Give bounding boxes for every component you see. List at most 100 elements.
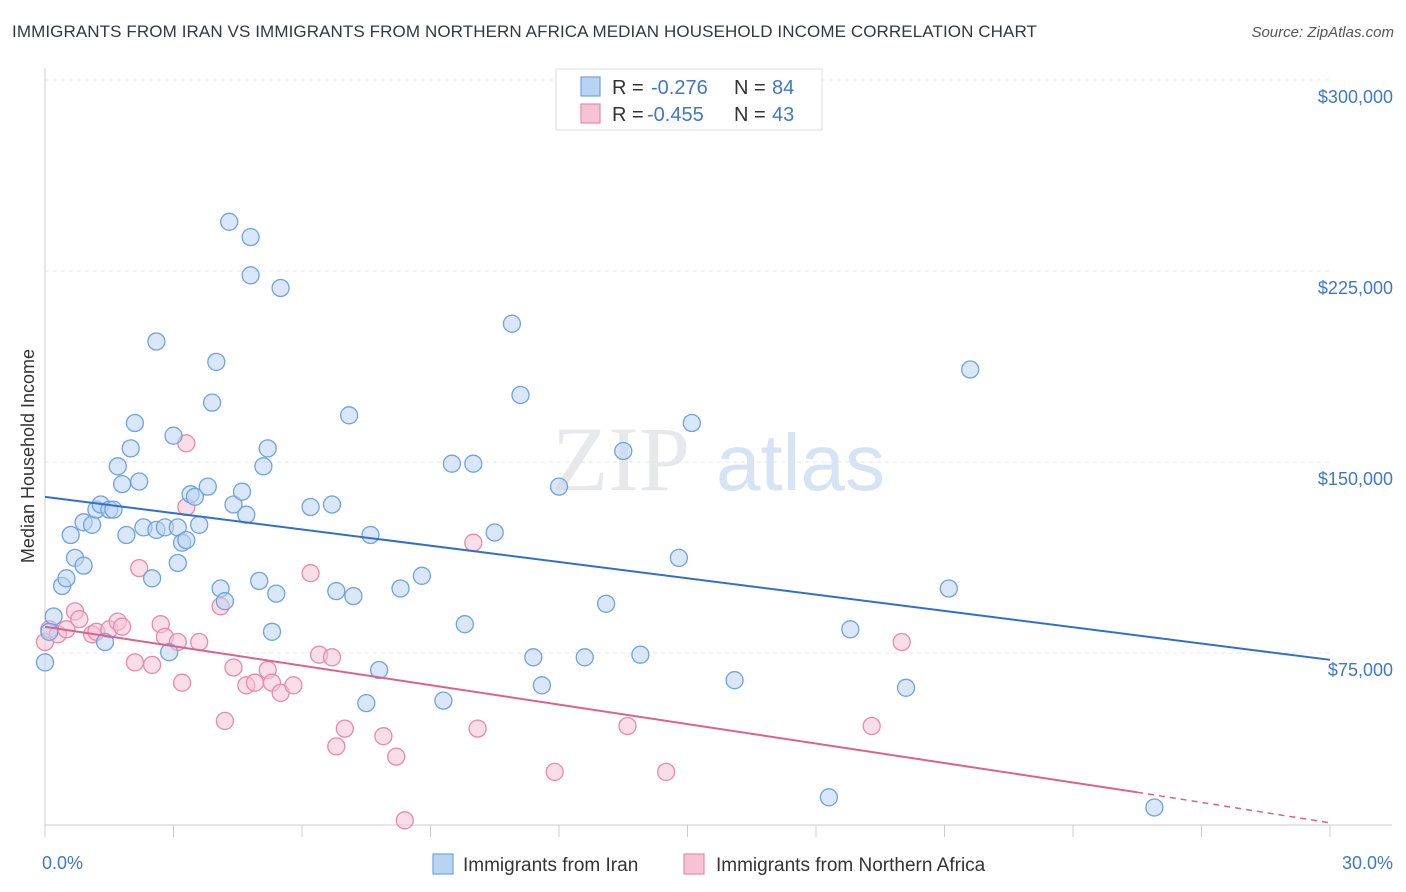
legend-iran-n-label: N = <box>734 77 766 99</box>
legend-swatch-iran <box>580 76 601 97</box>
x-tick-label-0: 0.0% <box>42 853 83 873</box>
iran-point-65 <box>464 454 483 473</box>
iran-point-46 <box>250 571 269 591</box>
y-tick-label-1: $150,000 <box>1318 469 1393 489</box>
iran-point-16 <box>112 474 132 494</box>
iran-point-60 <box>391 579 410 598</box>
iran-point-39 <box>215 592 235 611</box>
northern-africa-point-5 <box>70 609 89 629</box>
legend-iran-r-label: R = <box>612 77 644 99</box>
northern-africa-point-43 <box>862 716 881 736</box>
iran-point-67 <box>502 314 522 333</box>
iran-point-35 <box>198 477 217 496</box>
iran-point-17 <box>117 525 136 545</box>
iran-point-79 <box>841 620 860 639</box>
northern-africa-point-20 <box>190 632 209 652</box>
iran-point-68 <box>511 385 530 405</box>
iran-point-26 <box>160 643 179 662</box>
iran-point-34 <box>190 515 209 534</box>
iran-point-0 <box>44 607 63 626</box>
iran-point-77 <box>682 413 701 433</box>
legend-iran-r-value: -0.276 <box>651 77 708 99</box>
northern-africa-point-39 <box>468 719 487 738</box>
iran-point-74 <box>614 441 633 461</box>
y-tick-label-3: $300,000 <box>1318 87 1393 107</box>
iran-point-23 <box>147 332 166 351</box>
y-tick-label-0: $75,000 <box>1328 660 1393 680</box>
legend-bottom-swatch-northern-africa <box>683 853 705 875</box>
source-label: Source: ZipAtlas.com <box>1251 24 1394 41</box>
legend-bottom: Immigrants from Iran Immigrants from Nor… <box>432 853 986 876</box>
northern-africa-point-13 <box>142 655 162 675</box>
iran-point-76 <box>669 548 689 568</box>
series-northern-africa-points <box>35 434 911 830</box>
iran-point-66 <box>485 523 504 542</box>
northern-africa-point-37 <box>395 811 414 830</box>
northern-africa-point-32 <box>322 648 342 667</box>
iran-point-44 <box>241 227 260 247</box>
iran-point-71 <box>549 477 569 496</box>
trend-lines <box>44 495 1331 824</box>
iran-point-57 <box>361 525 380 545</box>
iran-point-41 <box>224 495 243 514</box>
iran-point-64 <box>455 615 474 634</box>
iran-point-70 <box>532 676 552 695</box>
iran-point-75 <box>631 645 650 664</box>
iran-point-61 <box>412 566 432 585</box>
iran-point-69 <box>524 648 543 667</box>
legend-bottom-swatch-iran <box>432 853 454 875</box>
chart-title: IMMIGRANTS FROM IRAN VS IMMIGRANTS FROM … <box>12 22 1038 41</box>
iran-point-14 <box>104 500 123 519</box>
iran-point-54 <box>327 581 346 601</box>
iran-point-12 <box>95 632 115 652</box>
iran-point-4 <box>57 569 76 588</box>
iran-point-50 <box>267 584 286 603</box>
iran-point-80 <box>896 678 916 697</box>
iran-point-48 <box>258 439 277 458</box>
iran-point-1 <box>40 622 59 641</box>
iran-point-62 <box>434 691 453 710</box>
legend-na-r-value: -0.455 <box>647 104 704 126</box>
iran-point-29 <box>168 553 187 573</box>
northern-africa-point-34 <box>335 719 354 738</box>
iran-point-63 <box>442 454 462 473</box>
iran-point-47 <box>254 457 273 476</box>
iran-point-72 <box>575 648 594 667</box>
northern-africa-point-23 <box>224 658 243 677</box>
series-iran-points <box>35 212 1164 817</box>
northern-africa-point-17 <box>172 673 192 692</box>
trend-line-northern-africa-extension <box>1137 791 1331 824</box>
iran-point-5 <box>61 525 80 545</box>
iran-point-20 <box>130 472 149 491</box>
iran-point-53 <box>322 495 342 514</box>
iran-point-27 <box>164 426 183 445</box>
iran-point-58 <box>369 660 389 680</box>
iran-point-37 <box>207 352 226 372</box>
northern-africa-point-30 <box>301 564 320 583</box>
axes <box>44 68 1392 837</box>
northern-africa-point-38 <box>464 533 483 552</box>
iran-point-78 <box>725 671 744 690</box>
gridlines <box>45 79 1330 654</box>
northern-africa-point-35 <box>374 727 393 746</box>
northern-africa-point-10 <box>112 617 132 636</box>
iran-point-42 <box>232 482 252 501</box>
northern-africa-point-22 <box>215 711 235 731</box>
iran-point-81 <box>939 579 958 598</box>
iran-point-51 <box>271 278 290 298</box>
iran-point-73 <box>596 594 616 613</box>
northern-africa-point-42 <box>656 762 676 782</box>
northern-africa-point-12 <box>130 558 149 578</box>
iran-point-31 <box>177 530 196 550</box>
iran-point-36 <box>202 393 222 412</box>
y-axis-label: Median Household Income <box>18 349 38 563</box>
iran-point-56 <box>344 586 363 606</box>
watermark: ZIP atlas <box>552 408 885 510</box>
y-tick-label-2: $225,000 <box>1318 278 1393 298</box>
iran-point-8 <box>74 556 93 575</box>
legend-na-r-label: R = <box>612 104 644 126</box>
iran-point-84 <box>1145 798 1164 817</box>
northern-africa-point-29 <box>284 676 303 695</box>
iran-point-49 <box>262 622 282 641</box>
